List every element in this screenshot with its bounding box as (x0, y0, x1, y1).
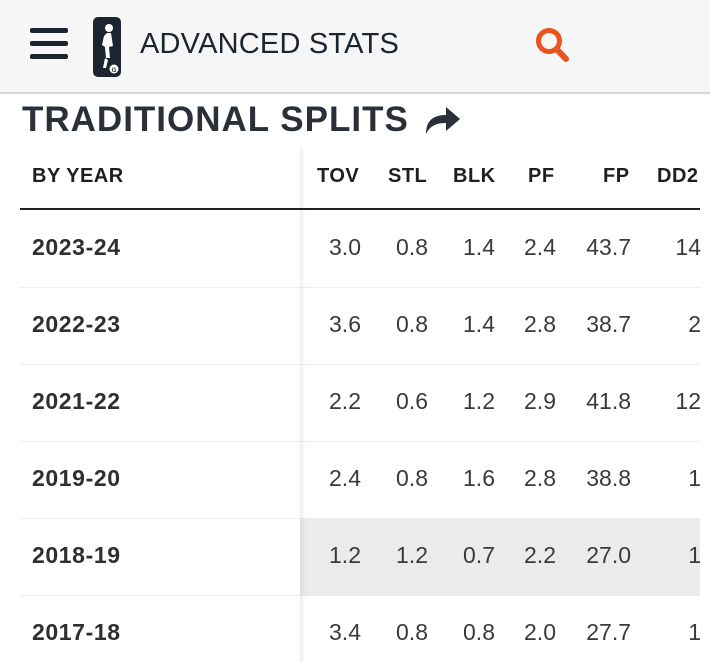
cell-pf: 2.8 (524, 465, 556, 491)
cell-dd2: 2 (688, 311, 701, 337)
cell-fp: 38.8 (586, 465, 631, 491)
table-row: 2022-23 3.6 0.8 1.4 2.8 38.7 2 (20, 287, 701, 365)
cell-tov: 3.0 (329, 234, 361, 260)
table-row: 2023-24 3.0 0.8 1.4 2.4 43.7 14 (20, 210, 701, 288)
app-header: G ADVANCED STATS (0, 0, 710, 94)
table-row-highlighted: 2018-19 1.2 1.2 0.7 2.2 27.0 1 (20, 518, 701, 596)
row-year: 2022-23 (32, 311, 121, 337)
cell-pf: 2.0 (524, 619, 556, 645)
cell-pf: 2.2 (524, 542, 556, 568)
hamburger-menu-icon[interactable] (30, 28, 68, 60)
cell-fp: 27.0 (586, 542, 631, 568)
splits-table: BY YEAR TOV STL BLK PF FP DD2 2023-24 3.… (0, 148, 710, 662)
cell-pf: 2.9 (524, 388, 556, 414)
cell-blk: 1.6 (463, 465, 495, 491)
row-year: 2017-18 (32, 619, 121, 645)
cell-pf: 2.8 (524, 311, 556, 337)
cell-blk: 0.7 (463, 542, 495, 568)
cell-blk: 0.8 (463, 619, 495, 645)
row-year: 2021-22 (32, 388, 121, 414)
cell-tov: 3.6 (329, 311, 361, 337)
section-title: TRADITIONAL SPLITS (22, 100, 409, 139)
cell-dd2: 1 (688, 619, 701, 645)
column-header-fp[interactable]: FP (603, 165, 630, 187)
cell-stl: 0.6 (396, 388, 428, 414)
table-row: 2019-20 2.4 0.8 1.6 2.8 38.8 1 (20, 441, 701, 519)
cell-blk: 1.2 (463, 388, 495, 414)
cell-blk: 1.4 (463, 234, 495, 260)
cell-fp: 41.8 (586, 388, 631, 414)
column-header-stl[interactable]: STL (388, 165, 428, 187)
cell-pf: 2.4 (524, 234, 556, 260)
cell-dd2: 14 (675, 234, 701, 260)
page-title: ADVANCED STATS (140, 28, 399, 60)
cell-fp: 38.7 (586, 311, 631, 337)
row-year: 2023-24 (32, 234, 121, 260)
cell-stl: 0.8 (396, 465, 428, 491)
table-row: 2021-22 2.2 0.6 1.2 2.9 41.8 12 (20, 364, 701, 442)
table-header-row: BY YEAR TOV STL BLK PF FP DD2 (20, 148, 700, 210)
cell-stl: 0.8 (396, 234, 428, 260)
cell-tov: 1.2 (329, 542, 361, 568)
g-league-logo[interactable]: G (92, 16, 122, 78)
cell-tov: 2.2 (329, 388, 361, 414)
share-arrow-icon[interactable] (422, 104, 462, 136)
svg-text:G: G (112, 68, 117, 74)
cell-stl: 0.8 (396, 619, 428, 645)
column-header-tov[interactable]: TOV (317, 165, 360, 187)
search-icon[interactable] (534, 26, 570, 64)
cell-dd2: 1 (688, 465, 701, 491)
cell-stl: 0.8 (396, 311, 428, 337)
cell-tov: 2.4 (329, 465, 361, 491)
row-year: 2019-20 (32, 465, 121, 491)
sticky-column-shadow (300, 148, 306, 662)
column-header-year[interactable]: BY YEAR (32, 165, 124, 187)
table-row: 2017-18 3.4 0.8 0.8 2.0 27.7 1 (20, 595, 701, 662)
cell-tov: 3.4 (329, 619, 361, 645)
column-header-pf[interactable]: PF (528, 165, 555, 187)
cell-dd2: 12 (675, 388, 701, 414)
cell-fp: 43.7 (586, 234, 631, 260)
column-header-dd2[interactable]: DD2 (657, 165, 699, 187)
cell-blk: 1.4 (463, 311, 495, 337)
column-header-blk[interactable]: BLK (453, 165, 496, 187)
cell-dd2: 1 (688, 542, 701, 568)
row-highlight-background (300, 518, 700, 595)
row-year: 2018-19 (32, 542, 121, 568)
cell-fp: 27.7 (586, 619, 631, 645)
cell-stl: 1.2 (396, 542, 428, 568)
